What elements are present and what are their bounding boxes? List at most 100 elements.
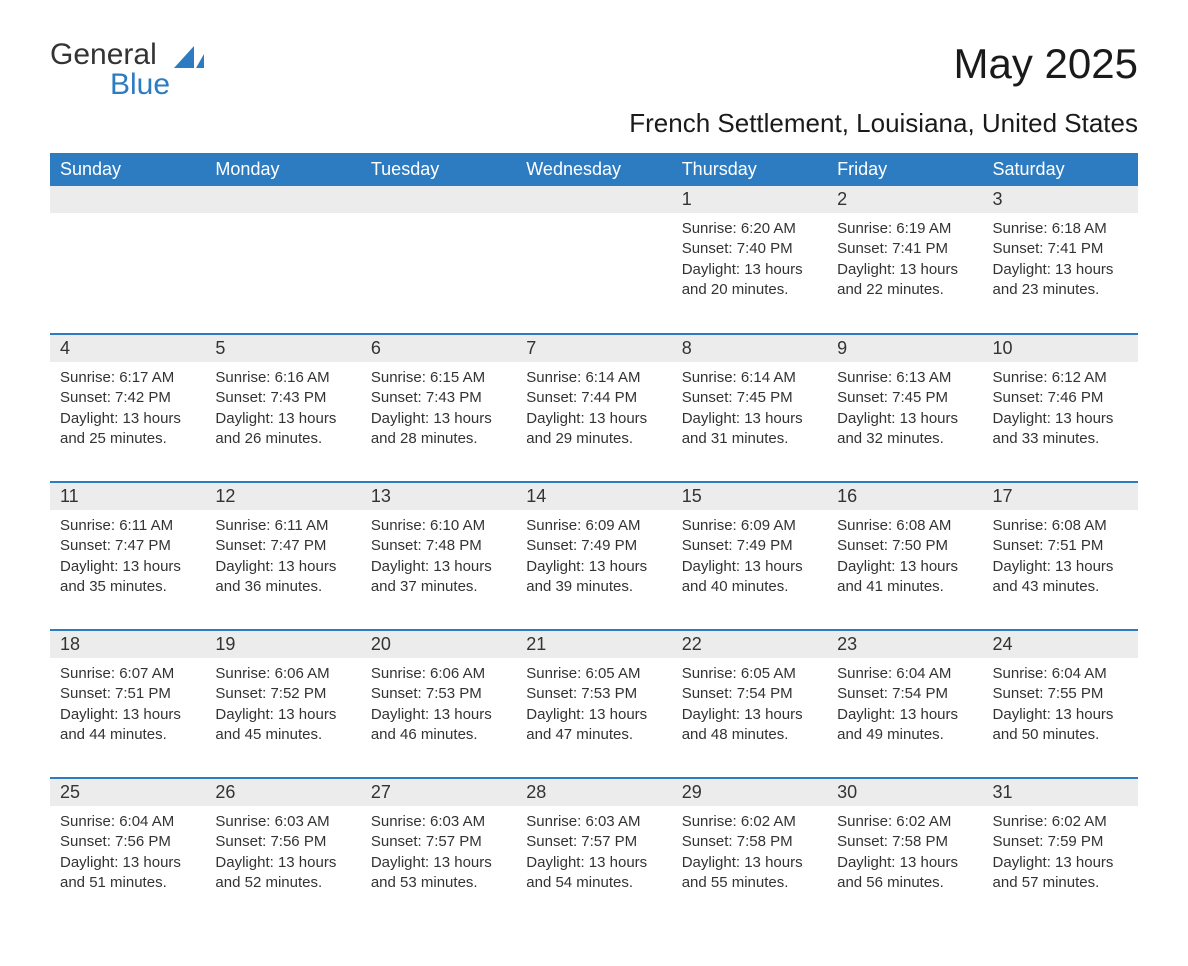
calendar-cell: 19Sunrise: 6:06 AMSunset: 7:52 PMDayligh… — [205, 630, 360, 778]
sunset-line: Sunset: 7:57 PM — [371, 832, 506, 852]
day-number: 29 — [672, 779, 827, 806]
calendar-table: SundayMondayTuesdayWednesdayThursdayFrid… — [50, 153, 1138, 926]
day-body: Sunrise: 6:09 AMSunset: 7:49 PMDaylight:… — [516, 510, 671, 603]
daylight-line: Daylight: 13 hours and 49 minutes. — [837, 705, 972, 746]
day-number: 15 — [672, 483, 827, 510]
sunrise-line: Sunrise: 6:03 AM — [526, 812, 661, 832]
day-number: 26 — [205, 779, 360, 806]
day-number: 2 — [827, 186, 982, 213]
sunset-line: Sunset: 7:47 PM — [60, 536, 195, 556]
daylight-line: Daylight: 13 hours and 31 minutes. — [682, 409, 817, 450]
calendar-cell: 12Sunrise: 6:11 AMSunset: 7:47 PMDayligh… — [205, 482, 360, 630]
day-number: 24 — [983, 631, 1138, 658]
calendar-cell: 18Sunrise: 6:07 AMSunset: 7:51 PMDayligh… — [50, 630, 205, 778]
calendar-cell: 3Sunrise: 6:18 AMSunset: 7:41 PMDaylight… — [983, 186, 1138, 334]
day-number — [361, 186, 516, 213]
sunset-line: Sunset: 7:40 PM — [682, 239, 817, 259]
daylight-line: Daylight: 13 hours and 46 minutes. — [371, 705, 506, 746]
sunrise-line: Sunrise: 6:10 AM — [371, 516, 506, 536]
sunset-line: Sunset: 7:49 PM — [526, 536, 661, 556]
day-body: Sunrise: 6:02 AMSunset: 7:59 PMDaylight:… — [983, 806, 1138, 899]
calendar-cell: 4Sunrise: 6:17 AMSunset: 7:42 PMDaylight… — [50, 334, 205, 482]
sunrise-line: Sunrise: 6:05 AM — [682, 664, 817, 684]
calendar-cell: 15Sunrise: 6:09 AMSunset: 7:49 PMDayligh… — [672, 482, 827, 630]
day-number: 25 — [50, 779, 205, 806]
day-header: Sunday — [50, 153, 205, 186]
calendar-cell: 14Sunrise: 6:09 AMSunset: 7:49 PMDayligh… — [516, 482, 671, 630]
daylight-line: Daylight: 13 hours and 25 minutes. — [60, 409, 195, 450]
calendar-cell: 7Sunrise: 6:14 AMSunset: 7:44 PMDaylight… — [516, 334, 671, 482]
day-number: 31 — [983, 779, 1138, 806]
sunrise-line: Sunrise: 6:14 AM — [682, 368, 817, 388]
day-number — [205, 186, 360, 213]
sunset-line: Sunset: 7:56 PM — [215, 832, 350, 852]
sunset-line: Sunset: 7:46 PM — [993, 388, 1128, 408]
day-header: Friday — [827, 153, 982, 186]
daylight-line: Daylight: 13 hours and 35 minutes. — [60, 557, 195, 598]
sunrise-line: Sunrise: 6:11 AM — [215, 516, 350, 536]
sunset-line: Sunset: 7:45 PM — [682, 388, 817, 408]
calendar-cell: 16Sunrise: 6:08 AMSunset: 7:50 PMDayligh… — [827, 482, 982, 630]
sunset-line: Sunset: 7:51 PM — [993, 536, 1128, 556]
day-header: Monday — [205, 153, 360, 186]
day-header: Saturday — [983, 153, 1138, 186]
daylight-line: Daylight: 13 hours and 51 minutes. — [60, 853, 195, 894]
day-number — [50, 186, 205, 213]
day-body: Sunrise: 6:03 AMSunset: 7:57 PMDaylight:… — [516, 806, 671, 899]
daylight-line: Daylight: 13 hours and 47 minutes. — [526, 705, 661, 746]
day-body: Sunrise: 6:02 AMSunset: 7:58 PMDaylight:… — [827, 806, 982, 899]
sunrise-line: Sunrise: 6:02 AM — [682, 812, 817, 832]
day-body: Sunrise: 6:11 AMSunset: 7:47 PMDaylight:… — [50, 510, 205, 603]
day-body: Sunrise: 6:20 AMSunset: 7:40 PMDaylight:… — [672, 213, 827, 306]
logo-line1: General — [50, 38, 157, 71]
day-number: 14 — [516, 483, 671, 510]
day-body: Sunrise: 6:15 AMSunset: 7:43 PMDaylight:… — [361, 362, 516, 455]
month-title: May 2025 — [954, 40, 1138, 88]
sunrise-line: Sunrise: 6:09 AM — [526, 516, 661, 536]
sunrise-line: Sunrise: 6:08 AM — [993, 516, 1128, 536]
day-body: Sunrise: 6:03 AMSunset: 7:57 PMDaylight:… — [361, 806, 516, 899]
sunset-line: Sunset: 7:42 PM — [60, 388, 195, 408]
day-body: Sunrise: 6:08 AMSunset: 7:51 PMDaylight:… — [983, 510, 1138, 603]
sunrise-line: Sunrise: 6:16 AM — [215, 368, 350, 388]
sunrise-line: Sunrise: 6:17 AM — [60, 368, 195, 388]
sunset-line: Sunset: 7:55 PM — [993, 684, 1128, 704]
sunset-line: Sunset: 7:59 PM — [993, 832, 1128, 852]
sunset-line: Sunset: 7:45 PM — [837, 388, 972, 408]
calendar-cell: 22Sunrise: 6:05 AMSunset: 7:54 PMDayligh… — [672, 630, 827, 778]
day-number: 9 — [827, 335, 982, 362]
sunrise-line: Sunrise: 6:03 AM — [371, 812, 506, 832]
daylight-line: Daylight: 13 hours and 50 minutes. — [993, 705, 1128, 746]
sunset-line: Sunset: 7:44 PM — [526, 388, 661, 408]
day-body: Sunrise: 6:06 AMSunset: 7:52 PMDaylight:… — [205, 658, 360, 751]
day-number: 22 — [672, 631, 827, 658]
sunrise-line: Sunrise: 6:19 AM — [837, 219, 972, 239]
sunrise-line: Sunrise: 6:09 AM — [682, 516, 817, 536]
day-body: Sunrise: 6:14 AMSunset: 7:44 PMDaylight:… — [516, 362, 671, 455]
sunset-line: Sunset: 7:57 PM — [526, 832, 661, 852]
sunset-line: Sunset: 7:54 PM — [682, 684, 817, 704]
sunrise-line: Sunrise: 6:12 AM — [993, 368, 1128, 388]
daylight-line: Daylight: 13 hours and 41 minutes. — [837, 557, 972, 598]
sunrise-line: Sunrise: 6:02 AM — [837, 812, 972, 832]
calendar-cell: 23Sunrise: 6:04 AMSunset: 7:54 PMDayligh… — [827, 630, 982, 778]
day-header: Thursday — [672, 153, 827, 186]
sunrise-line: Sunrise: 6:02 AM — [993, 812, 1128, 832]
daylight-line: Daylight: 13 hours and 23 minutes. — [993, 260, 1128, 301]
sunrise-line: Sunrise: 6:05 AM — [526, 664, 661, 684]
daylight-line: Daylight: 13 hours and 45 minutes. — [215, 705, 350, 746]
daylight-line: Daylight: 13 hours and 39 minutes. — [526, 557, 661, 598]
day-body: Sunrise: 6:18 AMSunset: 7:41 PMDaylight:… — [983, 213, 1138, 306]
sunrise-line: Sunrise: 6:04 AM — [837, 664, 972, 684]
sunset-line: Sunset: 7:47 PM — [215, 536, 350, 556]
day-body: Sunrise: 6:14 AMSunset: 7:45 PMDaylight:… — [672, 362, 827, 455]
daylight-line: Daylight: 13 hours and 53 minutes. — [371, 853, 506, 894]
day-body: Sunrise: 6:08 AMSunset: 7:50 PMDaylight:… — [827, 510, 982, 603]
sunset-line: Sunset: 7:52 PM — [215, 684, 350, 704]
calendar-cell: 5Sunrise: 6:16 AMSunset: 7:43 PMDaylight… — [205, 334, 360, 482]
sunset-line: Sunset: 7:58 PM — [837, 832, 972, 852]
daylight-line: Daylight: 13 hours and 54 minutes. — [526, 853, 661, 894]
day-number: 30 — [827, 779, 982, 806]
daylight-line: Daylight: 13 hours and 55 minutes. — [682, 853, 817, 894]
sunset-line: Sunset: 7:50 PM — [837, 536, 972, 556]
